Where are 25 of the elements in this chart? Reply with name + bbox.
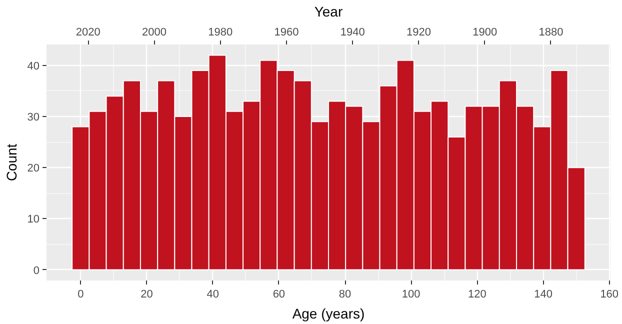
x2-tick-label: 2020 — [76, 26, 100, 38]
x2-tick-label: 1920 — [406, 26, 431, 38]
y-axis-title: Count — [3, 144, 20, 182]
x2-tick-label: 2000 — [142, 26, 167, 38]
y-tick-label: 10 — [27, 214, 40, 226]
y-tick-label: 20 — [27, 162, 40, 175]
x-tick-label: 0 — [78, 288, 84, 300]
x2-tick-label: 1940 — [340, 26, 365, 38]
x-tick-label: 20 — [140, 288, 153, 300]
x2-tick-label: 1980 — [208, 26, 233, 38]
x-tick-label: 160 — [600, 288, 619, 300]
x-tick-label: 100 — [402, 288, 420, 300]
x2-axis-title: Year — [314, 4, 343, 20]
y-tick-label: 30 — [27, 112, 40, 124]
y-tick-label: 40 — [27, 60, 40, 72]
x2-tick-label: 1960 — [274, 26, 299, 38]
x-tick-label: 60 — [272, 288, 286, 300]
x-tick-label: 140 — [534, 288, 552, 300]
x-tick-label: 40 — [206, 288, 219, 300]
x2-tick-label: 1880 — [538, 26, 564, 38]
x-axis-title: Age (years) — [292, 306, 365, 322]
x2-tick-label: 1900 — [472, 26, 498, 38]
x-tick-label: 80 — [338, 288, 352, 300]
y-tick-label: 0 — [33, 264, 40, 277]
x-tick-label: 120 — [468, 288, 486, 300]
